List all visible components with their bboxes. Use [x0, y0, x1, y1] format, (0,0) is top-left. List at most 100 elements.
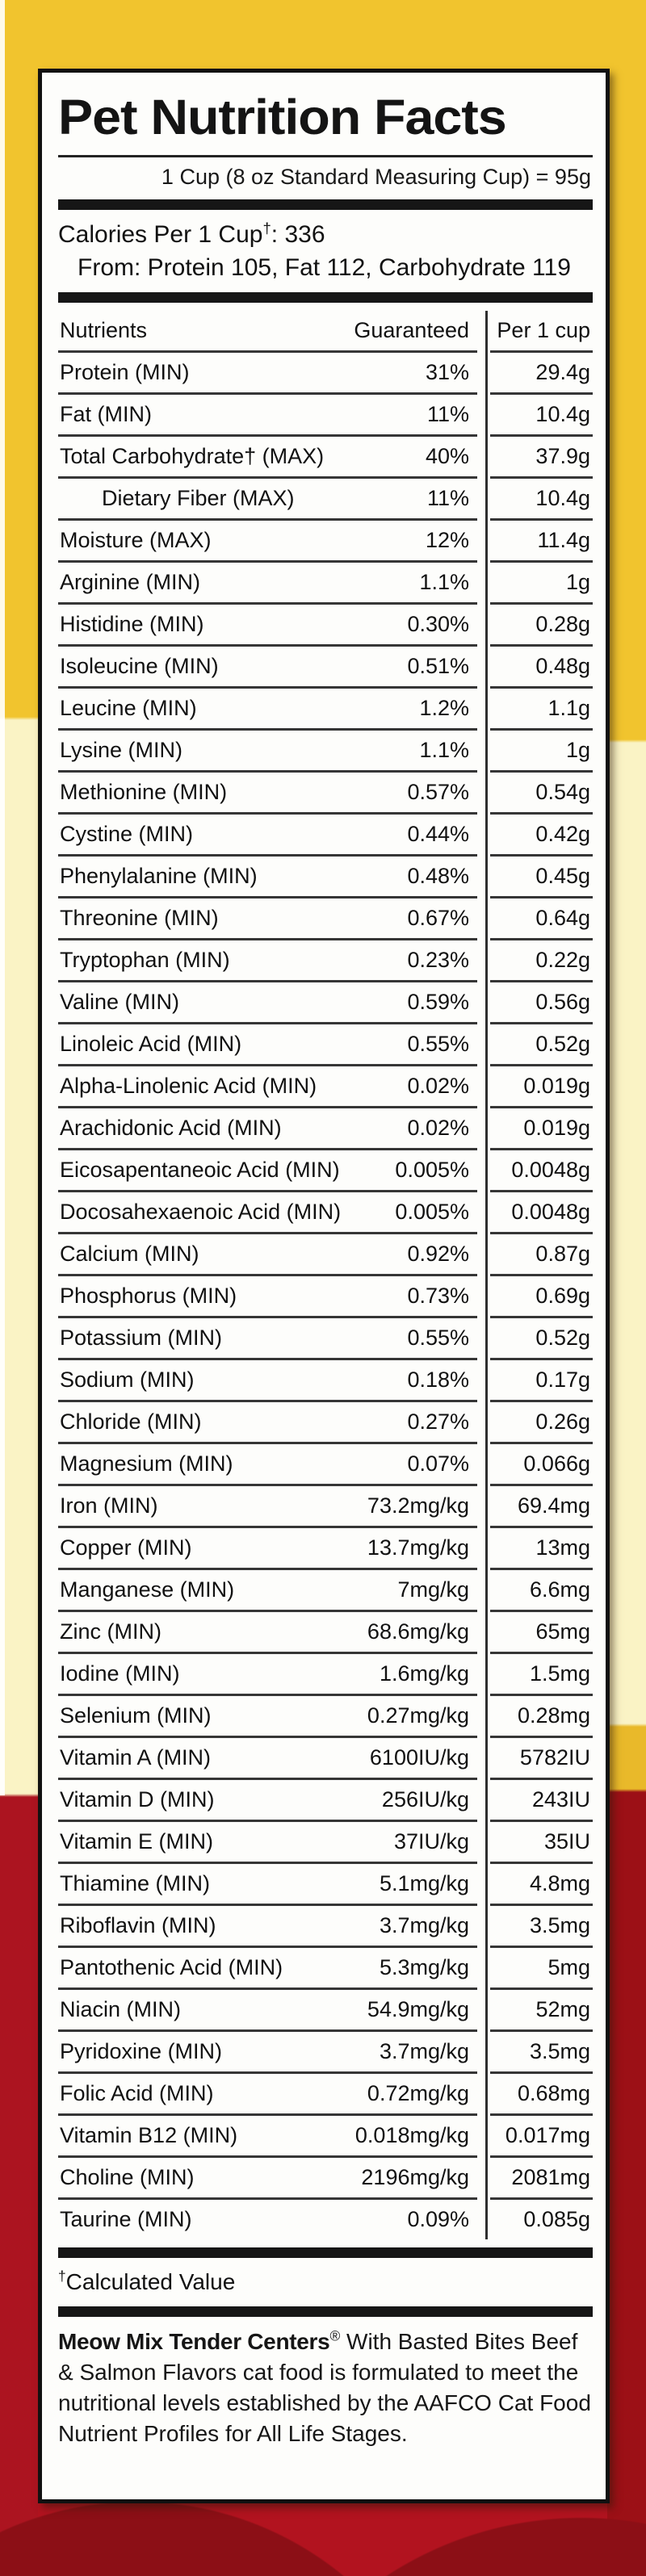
table-body: Protein (MIN) 31% 29.4g Fat (MIN) 11% 10.4g To…: [58, 353, 593, 2239]
nutrient-name: Chloride (MIN): [60, 1409, 202, 1434]
per-cup-value: 0.69g: [490, 1276, 593, 1318]
calories-label: Calories Per 1 Cup: [58, 221, 263, 248]
guaranteed-value: 0.44%: [407, 822, 469, 846]
per-cup-value: 29.4g: [490, 353, 593, 395]
table-row: Thiamine (MIN) 5.1mg/kg 4.8mg: [58, 1864, 593, 1906]
serving-size: 1 Cup (8 oz Standard Measuring Cup) = 95…: [161, 165, 591, 189]
guaranteed-value: 0.02%: [407, 1116, 469, 1140]
guaranteed-value: 6100IU/kg: [369, 1745, 469, 1770]
nutrient-name: Cystine (MIN): [60, 822, 194, 846]
guaranteed-value: 0.51%: [407, 654, 469, 678]
per-cup-value: 0.45g: [490, 857, 593, 898]
per-cup-value: 35IU: [490, 1822, 593, 1864]
guaranteed-value: 0.27%: [407, 1409, 469, 1434]
table-row: Iron (MIN) 73.2mg/kg 69.4mg: [58, 1486, 593, 1528]
calories-line: Calories Per 1 Cup†: 336: [58, 218, 593, 251]
nutrient-name: Histidine (MIN): [60, 612, 204, 636]
guaranteed-value: 0.48%: [407, 864, 469, 888]
brand-name: Meow Mix Tender Centers: [58, 2329, 330, 2354]
per-cup-value: 0.48g: [490, 647, 593, 689]
nutrient-name: Tryptophan (MIN): [60, 948, 230, 972]
guaranteed-value: 0.018mg/kg: [354, 2123, 469, 2147]
table-row: Folic Acid (MIN) 0.72mg/kg 0.68mg: [58, 2074, 593, 2116]
nutrient-name: Arginine (MIN): [60, 570, 201, 594]
table-row: Linoleic Acid (MIN) 0.55% 0.52g: [58, 1024, 593, 1066]
calories-value: : 336: [271, 221, 325, 248]
per-cup-value: 6.6mg: [490, 1570, 593, 1612]
per-cup-value: 69.4mg: [490, 1486, 593, 1528]
nutrient-name: Niacin (MIN): [60, 1997, 182, 2021]
nutrient-name: Riboflavin (MIN): [60, 1913, 216, 1937]
table-row: Magnesium (MIN) 0.07% 0.066g: [58, 1444, 593, 1486]
guaranteed-value: 2196mg/kg: [361, 2165, 469, 2189]
per-cup-value: 0.54g: [490, 773, 593, 815]
nutrient-name: Leucine (MIN): [60, 696, 197, 720]
table-row: Tryptophan (MIN) 0.23% 0.22g: [58, 940, 593, 982]
per-cup-value: 5782IU: [490, 1738, 593, 1780]
section-bar-footnote: [58, 2306, 593, 2317]
nutrient-name: Vitamin D (MIN): [60, 1787, 215, 1812]
guaranteed-value: 0.09%: [407, 2207, 469, 2231]
guaranteed-value: 68.6mg/kg: [367, 1619, 469, 1644]
table-row: Calcium (MIN) 0.92% 0.87g: [58, 1234, 593, 1276]
nutrient-name: Zinc (MIN): [60, 1619, 162, 1644]
per-cup-value: 0.066g: [490, 1444, 593, 1486]
per-cup-value: 1g: [490, 731, 593, 773]
table-row: Phosphorus (MIN) 0.73% 0.69g: [58, 1276, 593, 1318]
nutrient-name: Iron (MIN): [60, 1493, 158, 1518]
table-row: Vitamin A (MIN) 6100IU/kg 5782IU: [58, 1738, 593, 1780]
per-cup-value: 0.56g: [490, 982, 593, 1024]
table-row: Pantothenic Acid (MIN) 5.3mg/kg 5mg: [58, 1948, 593, 1990]
nutrient-name: Valine (MIN): [60, 990, 180, 1014]
per-cup-value: 0.87g: [490, 1234, 593, 1276]
table-row: Iodine (MIN) 1.6mg/kg 1.5mg: [58, 1654, 593, 1696]
per-cup-value: 10.4g: [490, 395, 593, 437]
table-row: Taurine (MIN) 0.09% 0.085g: [58, 2200, 593, 2239]
per-cup-value: 0.019g: [490, 1108, 593, 1150]
table-row: Vitamin B12 (MIN) 0.018mg/kg 0.017mg: [58, 2116, 593, 2158]
nutrient-name: Magnesium (MIN): [60, 1451, 233, 1476]
guaranteed-value: 7mg/kg: [397, 1577, 469, 1602]
table-row: Choline (MIN) 2196mg/kg 2081mg: [58, 2158, 593, 2200]
per-cup-value: 13mg: [490, 1528, 593, 1570]
table-row: Niacin (MIN) 54.9mg/kg 52mg: [58, 1990, 593, 2032]
nutrient-name: Vitamin B12 (MIN): [60, 2123, 238, 2147]
guaranteed-value: 11%: [426, 402, 469, 426]
guaranteed-value: 1.2%: [419, 696, 469, 720]
column-header-nutrients: Nutrients: [60, 318, 148, 342]
nutrient-name: Selenium (MIN): [60, 1703, 212, 1728]
nutrient-name: Threonine (MIN): [60, 906, 219, 930]
per-cup-value: 52mg: [490, 1990, 593, 2032]
per-cup-value: 1.1g: [490, 689, 593, 731]
guaranteed-value: 0.57%: [407, 780, 469, 804]
table-row: Moisture (MAX) 12% 11.4g: [58, 521, 593, 563]
nutrient-name: Eicosapentaneoic Acid (MIN): [60, 1158, 340, 1182]
nutrient-name: Methionine (MIN): [60, 780, 228, 804]
nutrient-name: Iodine (MIN): [60, 1661, 180, 1686]
nutrient-name: Manganese (MIN): [60, 1577, 235, 1602]
section-bar-calories: [58, 292, 593, 303]
nutrient-name: Alpha-Linolenic Acid (MIN): [60, 1074, 317, 1098]
guaranteed-value: 73.2mg/kg: [367, 1493, 469, 1518]
table-row: Dietary Fiber (MAX) 11% 10.4g: [58, 479, 593, 521]
guaranteed-value: 0.005%: [395, 1200, 469, 1224]
per-cup-value: 2081mg: [490, 2158, 593, 2200]
per-cup-value: 1.5mg: [490, 1654, 593, 1696]
footnote-text: Calculated Value: [65, 2269, 236, 2294]
per-cup-value: 5mg: [490, 1948, 593, 1990]
guaranteed-value: 0.02%: [407, 1074, 469, 1098]
nutrient-name: Lysine (MIN): [60, 738, 183, 762]
per-cup-value: 10.4g: [490, 479, 593, 521]
title-divider: [58, 155, 593, 157]
table-row: Copper (MIN) 13.7mg/kg 13mg: [58, 1528, 593, 1570]
nutrient-name: Potassium (MIN): [60, 1326, 223, 1350]
nutrient-name: Fat (MIN): [60, 402, 152, 426]
per-cup-value: 0.52g: [490, 1024, 593, 1066]
guaranteed-value: 54.9mg/kg: [367, 1997, 469, 2021]
nutrition-label: Pet Nutrition Facts 1 Cup (8 oz Standard…: [38, 69, 610, 2503]
column-header-per-cup: Per 1 cup: [490, 311, 593, 353]
guaranteed-value: 11%: [426, 486, 469, 510]
table-row: Vitamin D (MIN) 256IU/kg 243IU: [58, 1780, 593, 1822]
table-row: Methionine (MIN) 0.57% 0.54g: [58, 773, 593, 815]
